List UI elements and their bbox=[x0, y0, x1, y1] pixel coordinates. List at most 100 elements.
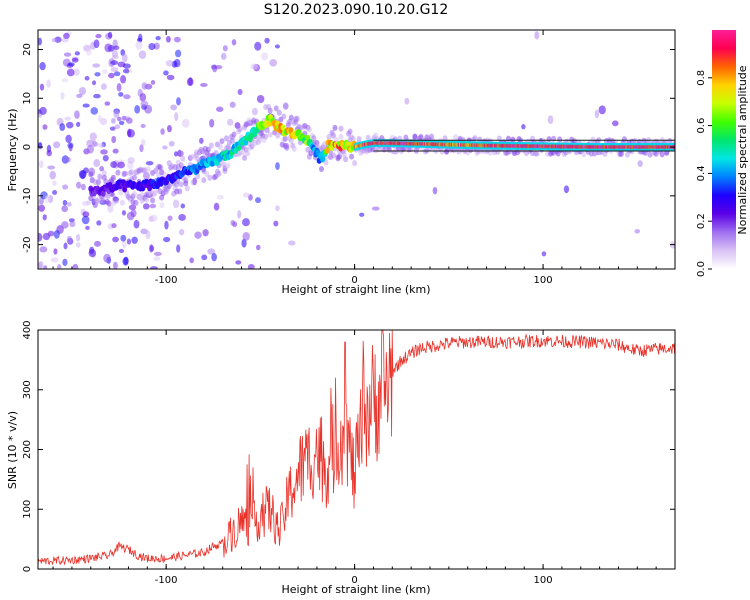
noise-blob bbox=[118, 120, 125, 126]
noise-blob bbox=[404, 97, 410, 105]
snr-frame bbox=[37, 329, 676, 570]
noise-blob bbox=[66, 235, 73, 245]
noise-blob bbox=[85, 225, 90, 231]
noise-blob bbox=[38, 233, 43, 242]
noise-blob bbox=[123, 256, 129, 265]
noise-blob bbox=[90, 107, 99, 115]
noise-blob bbox=[46, 79, 51, 88]
colorbar-gradient bbox=[712, 30, 736, 269]
ridge-halo bbox=[110, 174, 116, 181]
ridge-halo bbox=[338, 125, 344, 132]
noise-blob bbox=[46, 149, 52, 157]
noise-blob bbox=[85, 49, 92, 56]
noise-blob bbox=[130, 209, 137, 218]
noise-blob bbox=[148, 43, 156, 51]
ridge-halo bbox=[365, 134, 371, 141]
colorbar-tick-label: 0.0 bbox=[696, 261, 707, 277]
ridge-halo bbox=[145, 166, 151, 173]
noise-blob bbox=[110, 60, 119, 66]
noise-blob bbox=[38, 261, 44, 269]
noise-blob bbox=[65, 134, 72, 144]
noise-blob bbox=[82, 200, 90, 207]
noise-blob bbox=[122, 68, 130, 74]
noise-blob bbox=[107, 204, 114, 213]
snr-x-tick-label: 0 bbox=[351, 575, 357, 586]
ridge-core bbox=[324, 147, 330, 154]
noise-blob bbox=[110, 67, 119, 72]
spectrogram-x-tick-label: 100 bbox=[534, 275, 553, 286]
noise-blob bbox=[112, 236, 119, 243]
noise-blob bbox=[118, 248, 125, 254]
noise-blob bbox=[274, 44, 280, 49]
noise-blob bbox=[113, 110, 120, 119]
noise-blob bbox=[121, 115, 127, 121]
noise-blob bbox=[53, 141, 61, 149]
ridge-halo bbox=[551, 135, 557, 142]
noise-blob bbox=[174, 49, 182, 58]
ridge-halo bbox=[534, 150, 540, 157]
ridge-halo bbox=[667, 137, 673, 144]
noise-blob bbox=[199, 137, 204, 144]
noise-blob bbox=[62, 199, 68, 206]
noise-blob bbox=[173, 36, 181, 43]
ridge-halo bbox=[242, 154, 248, 161]
noise-blob bbox=[189, 257, 194, 264]
ridge-halo bbox=[204, 170, 210, 177]
noise-blob bbox=[181, 118, 190, 128]
noise-blob bbox=[264, 37, 270, 44]
spectrogram-y-axis-label: Frequency (Hz) bbox=[6, 109, 19, 192]
noise-blob bbox=[74, 51, 80, 56]
noise-blob bbox=[53, 229, 60, 239]
noise-blob bbox=[107, 31, 113, 39]
noise-blob bbox=[229, 101, 236, 108]
noise-blob bbox=[637, 160, 643, 167]
noise-blob bbox=[114, 124, 121, 130]
noise-blob bbox=[73, 68, 80, 76]
noise-blob bbox=[194, 231, 202, 239]
noise-blob bbox=[188, 77, 193, 86]
noise-blob bbox=[178, 214, 186, 221]
noise-blob bbox=[135, 40, 143, 50]
ridge-core bbox=[280, 124, 286, 131]
noise-blob bbox=[82, 103, 90, 108]
ridge-halo bbox=[172, 164, 178, 171]
noise-blob bbox=[111, 49, 119, 58]
snr-x-tick-label: 100 bbox=[534, 575, 553, 586]
noise-blob bbox=[201, 254, 208, 261]
noise-blob bbox=[254, 41, 262, 51]
ridge-halo bbox=[217, 143, 223, 150]
noise-blob bbox=[202, 229, 209, 237]
spectrogram-marks bbox=[38, 31, 675, 269]
noise-blob bbox=[88, 249, 97, 258]
noise-blob bbox=[521, 124, 526, 130]
noise-blob bbox=[43, 265, 48, 269]
noise-blob bbox=[140, 139, 146, 146]
noise-blob bbox=[63, 32, 70, 40]
noise-blob bbox=[47, 230, 55, 237]
noise-blob bbox=[174, 112, 179, 121]
noise-blob bbox=[275, 205, 280, 212]
ridge-halo bbox=[225, 162, 231, 169]
noise-blob bbox=[534, 31, 540, 40]
noise-blob bbox=[93, 159, 101, 168]
noise-blob bbox=[153, 251, 162, 256]
noise-blob bbox=[173, 151, 179, 157]
ridge-halo bbox=[166, 183, 172, 190]
noise-blob bbox=[61, 221, 69, 229]
noise-blob bbox=[251, 107, 258, 116]
ridge-halo bbox=[180, 155, 186, 162]
noise-blob bbox=[140, 100, 149, 107]
noise-blob bbox=[86, 144, 94, 154]
noise-blob bbox=[178, 228, 185, 236]
noise-blob bbox=[89, 132, 97, 141]
snr-y-tick-label: 200 bbox=[22, 440, 33, 459]
noise-blob bbox=[66, 68, 75, 77]
colorbar-tick-label: 0.8 bbox=[696, 70, 707, 86]
ridge-halo bbox=[281, 113, 287, 120]
noise-blob bbox=[74, 110, 80, 119]
noise-blob bbox=[102, 154, 109, 162]
noise-blob bbox=[47, 165, 56, 170]
noise-blob bbox=[110, 161, 118, 169]
noise-blob bbox=[123, 94, 131, 100]
